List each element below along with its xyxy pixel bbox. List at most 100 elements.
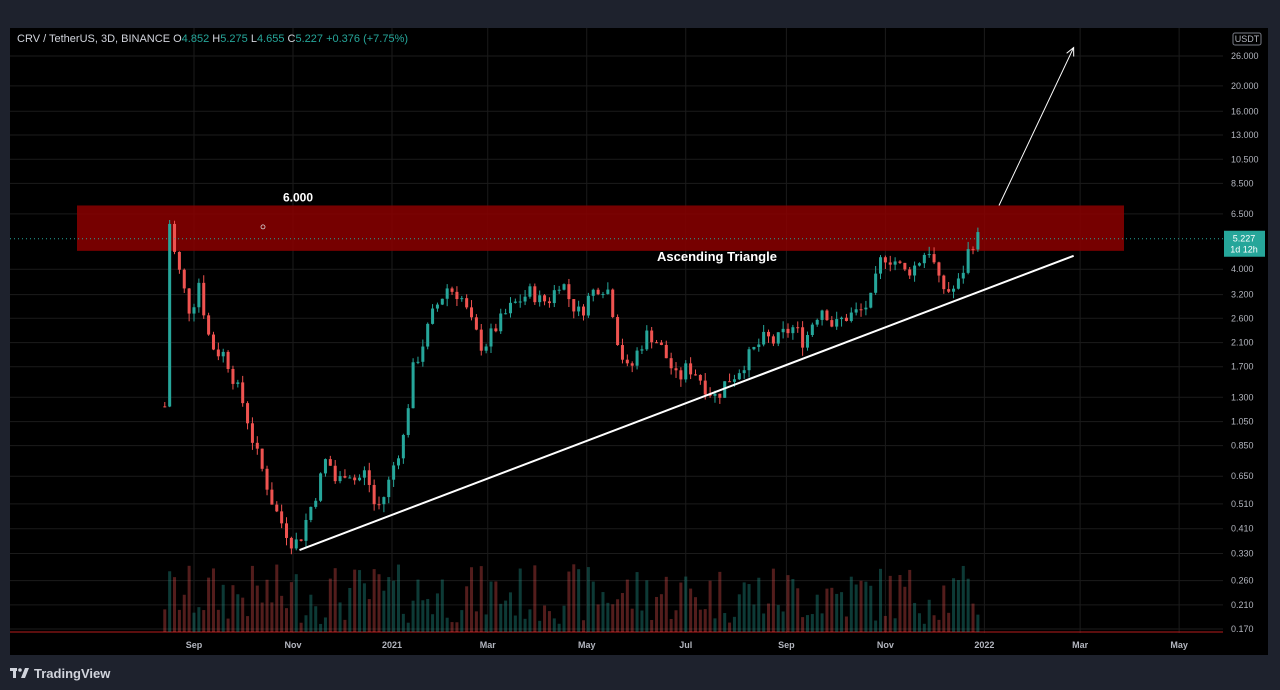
low-label: L: [250, 33, 257, 45]
volume-bar: [908, 569, 912, 632]
candle-body: [844, 317, 848, 321]
candle-body: [645, 330, 649, 350]
volume-bar: [572, 564, 576, 632]
price-tick-label: 6.500: [1231, 209, 1254, 219]
candle-body: [265, 468, 269, 490]
volume-bar: [411, 600, 415, 632]
time-tick-label: May: [578, 640, 596, 650]
candle-body: [674, 368, 678, 371]
candle-body: [435, 304, 439, 309]
open-label: O: [173, 33, 182, 45]
price-tick-label: 26.000: [1231, 51, 1259, 61]
candle-body: [630, 363, 634, 366]
volume-bar: [689, 588, 693, 632]
volume-bar: [504, 600, 508, 632]
candle-body: [431, 308, 435, 324]
volume-bar: [810, 614, 814, 632]
time-axis[interactable]: [10, 633, 1223, 655]
candle-body: [216, 349, 220, 357]
volume-bar: [528, 609, 532, 632]
volume-bar: [202, 610, 206, 632]
candle-body: [723, 381, 727, 398]
candle-body: [713, 393, 717, 396]
tradingview-logo-icon: [10, 668, 29, 678]
volume-bar: [431, 614, 435, 632]
candle-body: [591, 289, 595, 296]
candle-body: [966, 249, 970, 273]
candle-body: [874, 273, 878, 293]
high-label: H: [212, 33, 221, 45]
pattern-label: Ascending Triangle: [657, 249, 777, 264]
candle-body: [455, 291, 459, 300]
candle-body: [284, 523, 289, 538]
candle-body: [791, 327, 795, 334]
candle-body: [698, 374, 702, 381]
candle-body: [854, 309, 858, 313]
price-axis[interactable]: [1223, 28, 1268, 633]
candle-body: [479, 329, 483, 351]
volume-bar: [421, 600, 425, 632]
symbol-legend: CRV / TetherUS, 3D, BINANCE O4.852 H5.27…: [17, 33, 408, 45]
candle-body: [849, 312, 853, 321]
candle-body: [883, 257, 887, 263]
candle-body: [207, 315, 211, 335]
volume-bar: [168, 571, 172, 632]
volume-bar: [289, 582, 293, 632]
candle-body: [343, 476, 347, 478]
candle-body: [801, 327, 805, 348]
volume-bar: [309, 594, 313, 632]
candle-body: [776, 332, 780, 344]
candle-body: [840, 317, 844, 320]
candle-body: [820, 310, 824, 320]
change-value: +0.376 (+7.75%): [326, 33, 409, 45]
volume-bar: [801, 617, 805, 632]
volume-bar: [849, 576, 853, 632]
candle-body: [338, 476, 342, 482]
candle-body: [908, 269, 912, 276]
volume-bar: [265, 579, 269, 632]
candle-body: [280, 511, 284, 524]
volume-bar: [494, 581, 498, 632]
candle-body: [859, 309, 863, 311]
volume-bar: [971, 603, 975, 632]
time-tick-label: Nov: [877, 640, 894, 650]
volume-bar: [898, 575, 902, 632]
candle-body: [387, 479, 391, 498]
candle-body: [601, 293, 605, 295]
candle-body: [440, 298, 444, 305]
volume-bar: [650, 619, 654, 632]
volume-bar: [401, 613, 405, 632]
volume-bar: [445, 617, 449, 632]
candle-body: [547, 301, 551, 304]
candle-body: [767, 331, 771, 337]
volume-bar: [791, 578, 795, 632]
close-label: C: [287, 33, 296, 45]
volume-bar: [177, 609, 181, 632]
volume-bar: [221, 584, 225, 632]
candle-body: [319, 473, 323, 501]
volume-bar: [270, 602, 274, 632]
volume-bar: [367, 599, 371, 632]
candle-body: [392, 465, 396, 480]
volume-bar: [932, 615, 936, 632]
brand-name[interactable]: TradingView: [34, 665, 111, 681]
volume-bar: [961, 565, 965, 632]
volume-bar: [776, 605, 780, 632]
price-tick-label: 1.700: [1231, 362, 1254, 372]
candle-body: [650, 330, 654, 343]
volume-bar: [333, 568, 337, 632]
candle-body: [796, 327, 800, 329]
volume-bar: [557, 623, 561, 632]
volume-bar: [781, 611, 785, 632]
candle-body: [684, 363, 688, 380]
volume-bar: [577, 569, 581, 632]
volume-bar: [226, 618, 230, 632]
candle-body: [616, 317, 620, 346]
volume-bar: [474, 611, 478, 632]
candle-body: [577, 306, 581, 312]
price-tick-label: 13.000: [1231, 130, 1259, 140]
volume-bar: [581, 620, 586, 632]
price-tick-label: 0.170: [1231, 624, 1254, 634]
volume-bar: [348, 587, 352, 632]
